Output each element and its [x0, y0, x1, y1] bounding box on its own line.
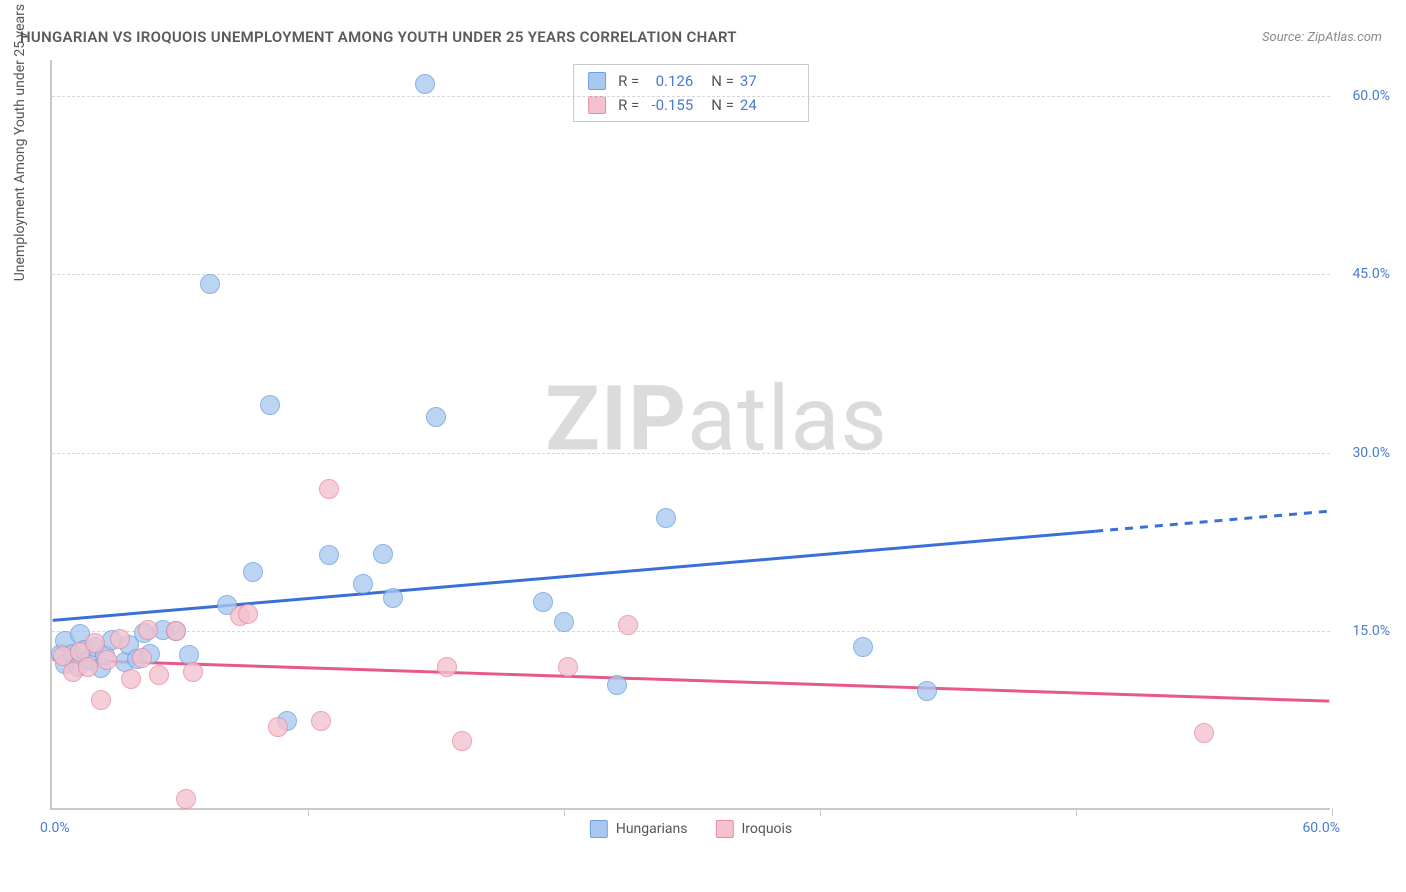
trend-line [53, 660, 1330, 702]
scatter-point [166, 621, 186, 641]
legend-swatch-hungarians [590, 820, 608, 838]
scatter-point [319, 479, 339, 499]
y-axis-tick-label: 15.0% [1352, 623, 1390, 639]
x-axis-tick [564, 808, 565, 816]
chart-title: HUNGARIAN VS IROQUOIS UNEMPLOYMENT AMONG… [20, 28, 737, 46]
gridline [52, 453, 1330, 454]
scatter-point [260, 395, 280, 415]
scatter-point [607, 675, 627, 695]
scatter-point [183, 662, 203, 682]
scatter-point [558, 657, 578, 677]
x-axis-tick [308, 808, 309, 816]
scatter-point [110, 629, 130, 649]
legend-item-iroquois: Iroquois [715, 820, 792, 838]
scatter-point [243, 562, 263, 582]
scatter-point [554, 612, 574, 632]
scatter-point [200, 274, 220, 294]
chart-container: HUNGARIAN VS IROQUOIS UNEMPLOYMENT AMONG… [0, 0, 1406, 892]
scatter-point [176, 789, 196, 809]
scatter-point [437, 657, 457, 677]
scatter-point [373, 544, 393, 564]
gridline [52, 631, 1330, 632]
y-axis-tick-label: 30.0% [1352, 445, 1390, 461]
scatter-point [78, 657, 98, 677]
series-legend: Hungarians Iroquois [590, 820, 792, 838]
scatter-point [238, 604, 258, 624]
scatter-point [91, 690, 111, 710]
scatter-point [319, 545, 339, 565]
y-axis-title: Unemployment Among Youth under 25 years [12, 4, 28, 281]
plot-area: ZIPatlas R = 0.126 N = 37 R = -0.155 N =… [50, 60, 1330, 810]
legend-item-hungarians: Hungarians [590, 820, 688, 838]
x-axis-min-label: 0.0% [40, 820, 70, 836]
scatter-point [656, 508, 676, 528]
scatter-point [618, 615, 638, 635]
legend-label-hungarians: Hungarians [616, 821, 688, 837]
gridline [52, 274, 1330, 275]
scatter-point [121, 669, 141, 689]
gridline [52, 96, 1330, 97]
x-axis-tick [1332, 808, 1333, 816]
scatter-point [132, 648, 152, 668]
legend-label-iroquois: Iroquois [741, 821, 792, 837]
scatter-point [383, 588, 403, 608]
scatter-point [452, 731, 472, 751]
scatter-point [426, 407, 446, 427]
scatter-point [149, 665, 169, 685]
scatter-point [1194, 723, 1214, 743]
x-axis-max-label: 60.0% [1302, 820, 1340, 836]
scatter-point [97, 650, 117, 670]
scatter-point [533, 592, 553, 612]
trend-line [53, 531, 1096, 620]
scatter-point [353, 574, 373, 594]
scatter-point [268, 717, 288, 737]
x-axis-tick [1076, 808, 1077, 816]
scatter-point [853, 637, 873, 657]
trend-lines [52, 60, 1330, 808]
trend-line [1095, 511, 1329, 531]
scatter-point [415, 74, 435, 94]
y-axis-tick-label: 45.0% [1352, 266, 1390, 282]
legend-swatch-iroquois [715, 820, 733, 838]
scatter-point [138, 620, 158, 640]
y-axis-tick-label: 60.0% [1352, 88, 1390, 104]
scatter-point [311, 711, 331, 731]
scatter-point [917, 681, 937, 701]
x-axis-tick [820, 808, 821, 816]
source-label: Source: ZipAtlas.com [1262, 30, 1382, 45]
